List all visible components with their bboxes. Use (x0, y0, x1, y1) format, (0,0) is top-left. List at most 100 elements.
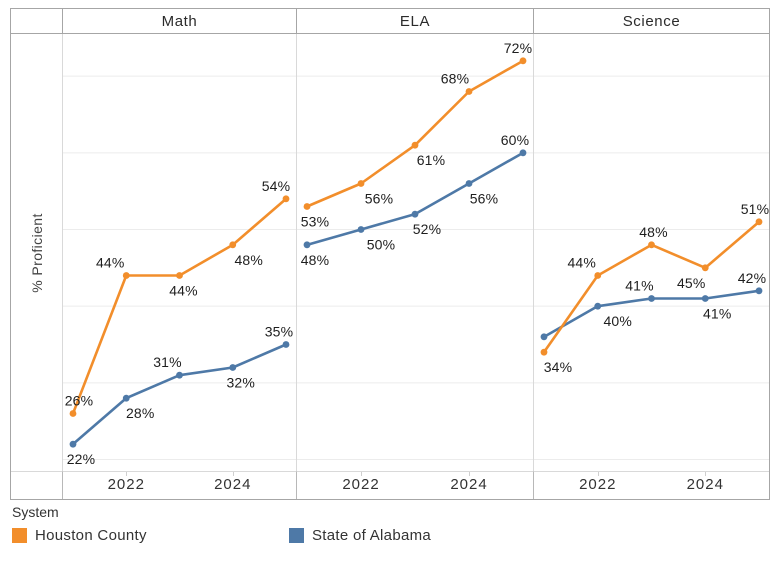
x-axis-math: 2022 2024 (63, 471, 297, 499)
axis-corner-cell (11, 471, 63, 499)
x-axis-tick-mark (232, 472, 234, 476)
data-point-marker-state-of-alabama[interactable] (755, 287, 763, 295)
data-label: 45% (677, 275, 706, 291)
data-point-marker-state-of-alabama[interactable] (122, 394, 130, 402)
facet-title-science: Science (534, 9, 769, 34)
data-point-marker-state-of-alabama[interactable] (519, 149, 527, 157)
facet-title-science-text: Science (622, 12, 681, 30)
data-label: 48% (301, 252, 330, 268)
data-point-marker-state-of-alabama[interactable] (176, 371, 183, 379)
data-point-marker-state-of-alabama[interactable] (411, 210, 419, 218)
facet-title-ela-text: ELA (399, 12, 431, 30)
legend-swatch-state-of-alabama-icon (289, 528, 304, 543)
x-tick-label: 2022 (107, 476, 145, 493)
data-point-marker-houston-county[interactable] (648, 241, 655, 249)
x-axis-tick-mark (597, 472, 599, 476)
facet-panel-ela: 53% 56% 61% 68% 72% 48% 50% 52% 56% 60% (297, 34, 534, 471)
facet-title-math: Math (63, 9, 297, 34)
data-point-marker-houston-county[interactable] (594, 272, 602, 279)
data-point-marker-houston-county[interactable] (282, 195, 290, 203)
data-label: 28% (126, 405, 155, 421)
data-point-marker-houston-county[interactable] (69, 410, 77, 417)
x-axis-science: 2022 2024 (534, 471, 769, 499)
data-label: 41% (703, 306, 732, 322)
data-label: 41% (625, 278, 654, 294)
data-point-marker-state-of-alabama[interactable] (69, 440, 77, 448)
x-tick-label: 2024 (450, 476, 488, 493)
data-label: 32% (226, 375, 255, 391)
series-line-houston-county[interactable] (305, 59, 525, 208)
x-tick-label: 2024 (214, 476, 252, 493)
facet-panel-math: 26% 44% 44% 48% 54% 22% 28% 31% 32% 35% (63, 34, 297, 471)
data-point-marker-state-of-alabama[interactable] (594, 302, 602, 310)
data-label: 26% (65, 393, 94, 409)
y-axis-label: % Proficient (28, 212, 45, 293)
data-label: 31% (153, 354, 182, 370)
data-label: 34% (544, 359, 573, 375)
data-point-marker-state-of-alabama[interactable] (648, 295, 655, 302)
data-point-marker-state-of-alabama[interactable] (357, 226, 365, 233)
data-label: 35% (265, 324, 294, 340)
data-label: 72% (504, 40, 533, 56)
x-tick-label: 2024 (686, 476, 724, 493)
x-axis-tick-mark (705, 472, 707, 476)
data-label: 54% (262, 178, 291, 194)
data-label: 56% (470, 191, 499, 207)
data-point-marker-state-of-alabama[interactable] (229, 364, 237, 371)
data-point-marker-state-of-alabama[interactable] (303, 241, 311, 249)
legend-label-houston-county: Houston County (35, 527, 147, 544)
data-point-marker-state-of-alabama[interactable] (701, 295, 709, 302)
facet-svg-science: 34% 44% 48% 45% 51% 40% 41% 41% 42% (534, 75, 770, 460)
data-label: 52% (413, 221, 442, 237)
data-point-marker-houston-county[interactable] (176, 272, 183, 279)
data-label: 68% (441, 71, 470, 87)
data-label: 48% (639, 224, 668, 240)
facet-title-math-text: Math (161, 12, 198, 30)
header-corner-cell (11, 9, 63, 34)
data-point-marker-state-of-alabama[interactable] (282, 341, 290, 348)
legend-title: System (12, 504, 59, 520)
facet-panel-science: 34% 44% 48% 45% 51% 40% 41% 41% 42% (534, 34, 769, 471)
data-label: 56% (365, 191, 394, 207)
legend-label-state-of-alabama: State of Alabama (312, 527, 432, 544)
data-point-marker-houston-county[interactable] (540, 348, 548, 356)
data-label: 40% (603, 313, 632, 329)
facet-title-ela: ELA (297, 9, 534, 34)
legend-entry-state-of-alabama[interactable]: State of Alabama (289, 527, 431, 544)
x-axis-tick-mark (361, 472, 362, 476)
data-point-marker-houston-county[interactable] (303, 203, 311, 210)
facet-svg-math: 26% 44% 44% 48% 54% 22% 28% 31% 32% 35% (63, 75, 296, 467)
data-label: 22% (67, 451, 96, 467)
data-label: 51% (741, 201, 770, 217)
legend: System Houston County State of Alabama (12, 504, 768, 556)
data-label: 61% (417, 152, 446, 168)
data-label: 44% (567, 255, 596, 271)
data-point-marker-houston-county[interactable] (755, 218, 763, 226)
facet-svg-ela: 53% 56% 61% 68% 72% 48% 50% 52% 56% 60% (297, 40, 533, 460)
data-label: 48% (234, 252, 263, 268)
data-point-marker-houston-county[interactable] (465, 88, 473, 95)
data-label: 42% (738, 270, 767, 286)
data-point-marker-houston-county[interactable] (411, 141, 419, 149)
data-label: 50% (367, 237, 396, 253)
data-label: 44% (96, 255, 125, 271)
data-label: 53% (301, 214, 330, 230)
x-axis-ela: 2022 2024 (297, 471, 534, 499)
faceted-line-chart: Math ELA Science % Proficient 26% 44% 44% 4… (10, 8, 770, 500)
data-point-marker-houston-county[interactable] (519, 57, 527, 65)
data-point-marker-houston-county[interactable] (701, 264, 709, 272)
x-tick-label: 2022 (342, 476, 380, 493)
data-point-marker-houston-county[interactable] (357, 180, 365, 187)
x-tick-label: 2022 (579, 476, 617, 493)
y-axis-label-cell: % Proficient (11, 34, 63, 471)
legend-entry-houston-county[interactable]: Houston County (12, 527, 147, 544)
data-point-marker-state-of-alabama[interactable] (465, 180, 473, 187)
data-point-marker-houston-county[interactable] (122, 272, 130, 279)
data-point-marker-houston-county[interactable] (229, 241, 237, 249)
data-label: 60% (501, 132, 530, 148)
x-axis-tick-mark (469, 472, 470, 476)
legend-swatch-houston-county-icon (12, 528, 27, 543)
data-point-marker-state-of-alabama[interactable] (540, 333, 548, 341)
x-axis-tick-mark (126, 472, 128, 476)
